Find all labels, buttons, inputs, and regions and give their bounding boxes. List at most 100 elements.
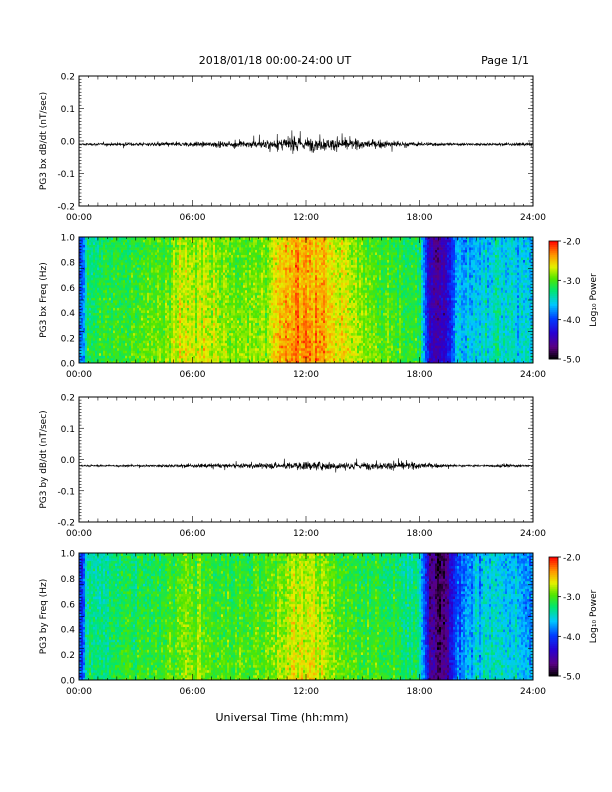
heatmap-cell <box>107 249 110 253</box>
heatmap-cell <box>113 305 116 308</box>
heatmap-cell <box>259 292 262 296</box>
heatmap-cell <box>135 355 138 359</box>
heatmap-cell <box>127 287 130 291</box>
heatmap-cell <box>161 322 164 326</box>
heatmap-cell <box>249 264 252 268</box>
heatmap-cell <box>171 345 174 349</box>
heatmap-cell <box>223 357 226 361</box>
heatmap-cell <box>111 249 114 253</box>
heatmap-cell <box>175 300 178 303</box>
heatmap-cell <box>191 352 194 356</box>
heatmap-cell <box>135 274 138 278</box>
heatmap-cell <box>201 310 204 313</box>
heatmap-cell <box>125 315 128 318</box>
heatmap-cell <box>113 357 116 361</box>
heatmap-cell <box>129 237 132 240</box>
heatmap-cell <box>209 345 212 349</box>
heatmap-cell <box>265 330 268 334</box>
heatmap-cell <box>91 289 94 293</box>
heatmap-cell <box>141 272 144 276</box>
heatmap-cell <box>183 292 186 296</box>
heatmap-cell <box>249 330 252 334</box>
heatmap-cell <box>145 262 148 266</box>
heatmap-cell <box>127 337 130 341</box>
heatmap-cell <box>243 254 246 258</box>
heatmap-cell <box>89 312 92 316</box>
heatmap-cell <box>209 272 212 276</box>
heatmap-cell <box>119 305 122 308</box>
heatmap-cell <box>235 252 238 255</box>
heatmap-cell <box>171 264 174 268</box>
heatmap-cell <box>145 237 148 240</box>
heatmap-cell <box>167 264 170 268</box>
heatmap-cell <box>253 279 256 283</box>
heatmap-cell <box>247 269 250 273</box>
heatmap-cell <box>263 322 266 326</box>
heatmap-cell <box>83 292 86 296</box>
heatmap-cell <box>239 244 242 248</box>
heatmap-cell <box>251 277 254 281</box>
heatmap-cell <box>259 320 262 324</box>
heatmap-cell <box>265 282 268 286</box>
heatmap-cell <box>97 282 100 286</box>
heatmap-cell <box>261 350 264 354</box>
heatmap-cell <box>141 300 144 303</box>
heatmap-cell <box>181 292 184 296</box>
heatmap-cell <box>117 292 120 296</box>
heatmap-cell <box>83 320 86 324</box>
heatmap-cell <box>209 289 212 293</box>
heatmap-cell <box>143 307 146 311</box>
heatmap-cell <box>133 352 136 356</box>
heatmap-cell <box>131 282 134 286</box>
heatmap-cell <box>185 282 188 286</box>
heatmap-cell <box>263 305 266 308</box>
heatmap-cell <box>171 247 174 250</box>
heatmap-cell <box>153 262 156 266</box>
heatmap-cell <box>201 254 204 258</box>
heatmap-cell <box>161 315 164 318</box>
heatmap-cell <box>87 352 90 356</box>
heatmap-cell <box>189 289 192 293</box>
heatmap-cell <box>177 337 180 341</box>
heatmap-cell <box>215 242 218 245</box>
heatmap-cell <box>207 257 210 261</box>
heatmap-cell <box>101 310 104 313</box>
heatmap-cell <box>189 310 192 313</box>
heatmap-cell <box>197 297 200 301</box>
heatmap-cell <box>129 317 132 321</box>
heatmap-cell <box>137 312 140 316</box>
heatmap-cell <box>153 325 156 329</box>
heatmap-cell <box>245 332 248 336</box>
heatmap-cell <box>107 269 110 273</box>
heatmap-cell <box>195 239 198 243</box>
heatmap-cell <box>265 350 268 354</box>
heatmap-cell <box>263 244 266 248</box>
heatmap-cell <box>171 335 174 339</box>
heatmap-cell <box>121 307 124 311</box>
heatmap-cell <box>103 259 106 263</box>
heatmap-cell <box>229 317 232 321</box>
heatmap-cell <box>235 307 238 311</box>
heatmap-cell <box>109 345 112 349</box>
heatmap-cell <box>169 274 172 278</box>
heatmap-cell <box>253 302 256 306</box>
heatmap-cell <box>173 284 176 288</box>
heatmap-cell <box>103 292 106 296</box>
heatmap-cell <box>171 252 174 255</box>
heatmap-cell <box>221 284 224 288</box>
heatmap-cell <box>165 239 168 243</box>
heatmap-cell <box>215 320 218 324</box>
heatmap-cell <box>111 322 114 326</box>
heatmap-cell <box>155 292 158 296</box>
heatmap-cell <box>89 342 92 346</box>
heatmap-cell <box>245 327 248 331</box>
heatmap-cell <box>131 305 134 308</box>
heatmap-cell <box>121 300 124 303</box>
heatmap-cell <box>87 312 90 316</box>
heatmap-cell <box>259 284 262 288</box>
heatmap-cell <box>193 274 196 278</box>
bx-timeseries-series-line <box>78 130 534 154</box>
heatmap-cell <box>107 237 110 240</box>
heatmap-cell <box>265 242 268 245</box>
heatmap-cell <box>159 340 162 344</box>
